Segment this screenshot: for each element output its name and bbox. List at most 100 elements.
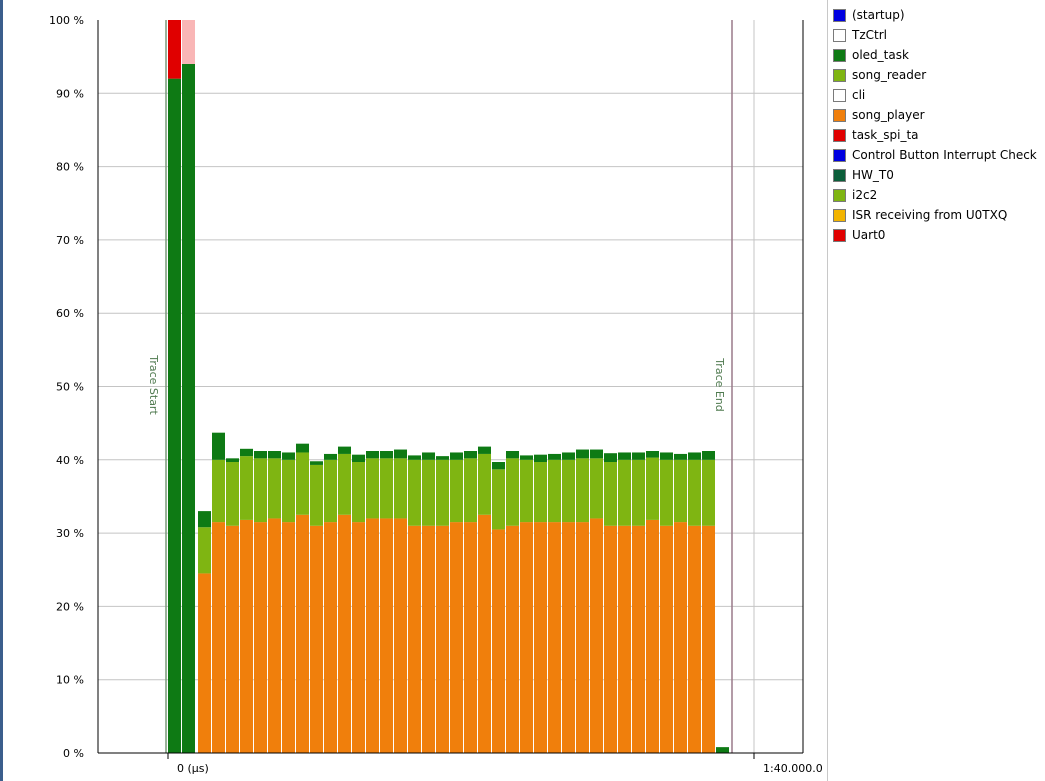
bar-segment-oled-task — [562, 452, 575, 460]
bar-segment-song-reader — [212, 459, 225, 523]
bar-segment-song-reader — [618, 459, 631, 526]
bar-segment-song-reader — [436, 459, 449, 526]
bar-segment-song-reader — [394, 458, 407, 519]
y-tick-label: 0 % — [63, 747, 84, 760]
legend-swatch — [833, 148, 846, 162]
bar-segment-song-player — [548, 522, 561, 753]
y-tick-label: 90 % — [56, 87, 84, 100]
bar-segment-oled-task — [254, 451, 267, 459]
marker-label: Trace Start — [147, 354, 160, 415]
bar-segment-oled-task — [478, 446, 491, 454]
bar-segment-song-reader — [282, 459, 295, 523]
legend-item[interactable]: song_player — [833, 106, 925, 124]
bar-segment-oled-task — [674, 453, 687, 460]
bar-segment-song-player — [324, 522, 337, 753]
bar-segment-oled-task — [226, 458, 239, 462]
legend-item[interactable]: TzCtrl — [833, 26, 887, 44]
legend-label: Control Button Interrupt Check — [852, 148, 1037, 162]
bar-segment-oled-task — [464, 451, 477, 459]
bar-segment-song-reader — [548, 459, 561, 523]
bar-segment-song-player — [422, 525, 435, 753]
bar-segment-oled-task — [590, 449, 603, 459]
bar-segment-song-player — [562, 522, 575, 753]
legend-swatch — [833, 188, 846, 202]
legend-swatch — [833, 48, 846, 62]
legend-label: i2c2 — [852, 188, 878, 202]
bar-segment-oled-task — [688, 452, 701, 460]
bar-segment-oled-task — [182, 63, 195, 754]
bar-segment-oled-task — [366, 451, 379, 459]
bar-segment-oled-task — [632, 452, 645, 460]
bar-segment-song-player — [632, 525, 645, 753]
legend-item[interactable]: ISR receiving from U0TXQ — [833, 206, 1007, 224]
legend-swatch — [833, 28, 846, 42]
bar-segment-song-reader — [590, 458, 603, 519]
bar-segment-task-spi-ta — [168, 20, 181, 79]
bar-segment-song-reader — [576, 458, 589, 523]
bar-segment-song-player — [492, 529, 505, 753]
bar-segment-song-player — [688, 525, 701, 753]
legend-item[interactable]: Uart0 — [833, 226, 885, 244]
stacked-bars — [168, 20, 729, 754]
legend-label: (startup) — [852, 8, 905, 22]
bar-segment--idle- — [182, 20, 195, 64]
bar-segment-song-player — [282, 522, 295, 753]
bar-segment-song-reader — [268, 458, 281, 519]
bar-segment-song-reader — [562, 459, 575, 523]
bar-segment-oled-task — [520, 455, 533, 460]
bar-segment-song-reader — [464, 458, 477, 523]
legend-swatch — [833, 168, 846, 182]
bar-segment-song-player — [520, 522, 533, 753]
legend-item[interactable]: (startup) — [833, 6, 905, 24]
bar-segment-song-reader — [632, 459, 645, 526]
bar-segment-song-reader — [702, 459, 715, 526]
bar-segment-song-reader — [478, 453, 491, 515]
bar-segment-song-player — [212, 522, 225, 753]
bar-segment-song-player — [464, 522, 477, 753]
legend-item[interactable]: oled_task — [833, 46, 909, 64]
legend-item[interactable]: song_reader — [833, 66, 926, 84]
bar-segment-oled-task — [394, 449, 407, 459]
bar-segment-song-player — [646, 519, 659, 753]
bar-segment-song-reader — [646, 457, 659, 520]
bar-segment-song-reader — [352, 461, 365, 523]
bar-segment-song-player — [296, 514, 309, 753]
legend-item[interactable]: task_spi_ta — [833, 126, 919, 144]
y-tick-label: 30 % — [56, 527, 84, 540]
bar-segment-song-player — [198, 573, 211, 753]
bar-segment-song-player — [604, 525, 617, 753]
bar-segment-song-player — [660, 525, 673, 753]
bar-segment-song-reader — [324, 459, 337, 523]
legend-item[interactable]: HW_T0 — [833, 166, 894, 184]
bar-segment-oled-task — [576, 449, 589, 459]
bar-segment-song-reader — [198, 527, 211, 574]
bar-segment-song-reader — [226, 461, 239, 526]
legend-item[interactable]: cli — [833, 86, 865, 104]
bar-segment-oled-task — [716, 747, 729, 753]
legend-label: cli — [852, 88, 866, 102]
axes: 0 % 10 % 20 % 30 % 40 % 50 % 60 % 70 % 80 % 90 % 1… — [49, 14, 823, 775]
bar-segment-song-reader — [366, 458, 379, 519]
bar-segment-song-player — [408, 525, 421, 753]
bar-segment-song-player — [506, 525, 519, 753]
legend-swatch — [833, 208, 846, 222]
bar-segment-song-player — [240, 519, 253, 753]
bar-segment-song-reader — [422, 459, 435, 526]
bar-segment-oled-task — [660, 452, 673, 460]
y-tick-label: 50 % — [56, 381, 84, 394]
bar-segment-song-player — [478, 514, 491, 753]
bar-segment-oled-task — [212, 432, 225, 460]
y-tick-label: 60 % — [56, 307, 84, 320]
legend-swatch — [833, 128, 846, 142]
bar-segment-song-player — [702, 525, 715, 753]
legend-label: Uart0 — [852, 228, 886, 242]
bar-segment-song-reader — [534, 461, 547, 523]
legend-item[interactable]: i2c2 — [833, 186, 877, 204]
legend-item[interactable]: Control Button Interrupt Check — [833, 146, 1037, 164]
bar-segment-song-player — [268, 518, 281, 753]
bar-segment-song-player — [338, 514, 351, 753]
bar-segment-song-reader — [604, 461, 617, 526]
x-tick-label: 1:40.000.0 — [763, 762, 823, 775]
bar-segment-song-reader — [660, 459, 673, 526]
